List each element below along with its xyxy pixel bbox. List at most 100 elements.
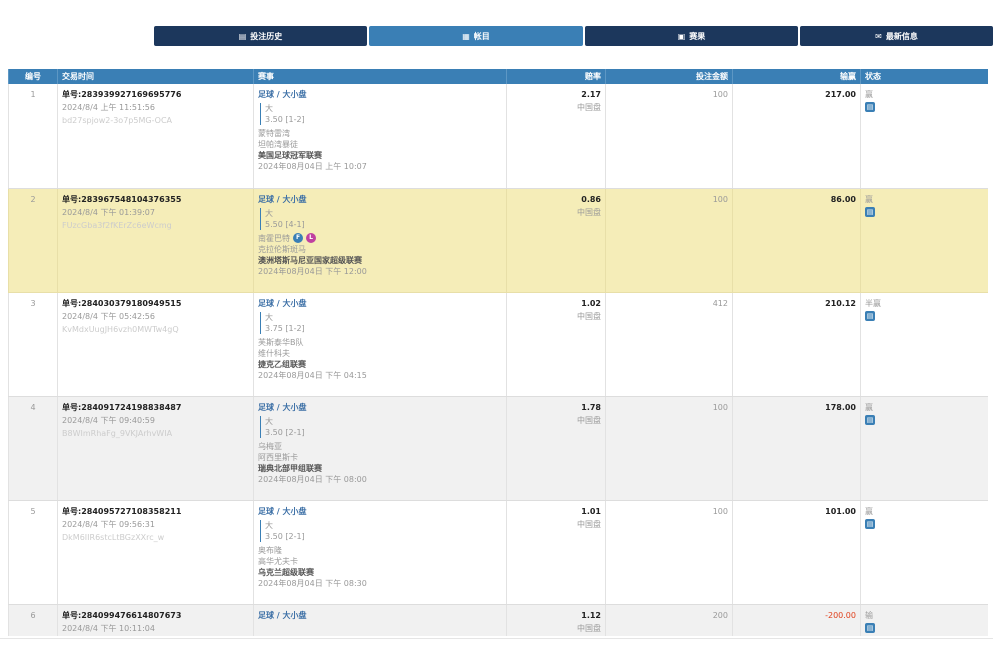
clipboard-icon: ▤	[238, 31, 247, 41]
home-team: 蒙特雷湾	[258, 128, 502, 139]
odds: 1.01	[581, 506, 601, 516]
win-loss: 217.00	[825, 90, 856, 99]
pick-block: 大 3.75 [1-2]	[260, 311, 502, 334]
col-odds: 赔率	[506, 69, 606, 84]
stake: 200	[712, 610, 728, 620]
order-id: 单号:284095727108358211	[62, 506, 182, 516]
pick: 大	[265, 104, 273, 113]
home-team: 芙斯泰华B队	[258, 337, 502, 348]
odds: 0.86	[581, 194, 601, 204]
match-time: 2024年08月04日 下午 04:15	[258, 370, 367, 380]
tab-label: 投注历史	[250, 31, 283, 41]
league: 美国足球冠军联赛	[258, 151, 322, 160]
status: 输	[865, 610, 873, 620]
ticket-detail-icon[interactable]: ▤	[865, 206, 875, 217]
odds: 1.78	[581, 402, 601, 412]
match-time: 2024年08月04日 上午 10:07	[258, 162, 367, 171]
tab-label: 赛果	[689, 31, 706, 41]
envelope-icon: ✉	[875, 31, 882, 41]
pick-block: 大 3.50 [1-2]	[260, 103, 502, 125]
order-id: 单号:283967548104376355	[62, 194, 182, 204]
row-number: 2	[8, 188, 58, 293]
bet-table: 编号 交易时间 赛事 赔率 投注金额 输赢 状态 1 单号:28393992716…	[8, 69, 988, 636]
ticket-detail-icon[interactable]: ▤	[865, 414, 875, 425]
row-number: 4	[8, 396, 58, 501]
tab-label: 帐目	[473, 31, 490, 41]
table-row: 6 单号:284099476614807673 2024/8/4 下午 10:11:…	[8, 604, 988, 636]
home-team-name: 奥布隆	[258, 545, 282, 555]
ticket-detail-icon[interactable]: ▤	[865, 622, 875, 633]
odds: 1.02	[581, 298, 601, 308]
table-row: 1 单号:283939927169695776 2024/8/4 上午 11:51:…	[8, 84, 988, 189]
home-team-name: 乌梅亚	[258, 441, 282, 451]
sport-market: 足球 / 大小盘	[258, 90, 307, 99]
league: 澳洲塔斯马尼亚国家超级联赛	[258, 255, 362, 265]
tab-label: 最新信息	[885, 31, 918, 41]
away-team: 坦帕湾暴徒	[258, 140, 298, 149]
odds-type: 中国盘	[577, 623, 601, 633]
odds-type: 中国盘	[577, 103, 601, 112]
win-loss: 178.00	[825, 402, 856, 412]
tab-results[interactable]: ▣ 赛果	[585, 26, 798, 46]
odds-type: 中国盘	[577, 207, 601, 217]
ticket-detail-icon[interactable]: ▤	[865, 518, 875, 529]
table-row: 3 单号:284030379180949515 2024/8/4 下午 05:42:…	[8, 292, 988, 397]
col-status: 状态	[860, 69, 988, 84]
odds-type: 中国盘	[577, 415, 601, 425]
table-header: 编号 交易时间 赛事 赔率 投注金额 输赢 状态	[8, 69, 988, 84]
tab-account[interactable]: ▦ 帐目	[369, 26, 583, 46]
trade-time: 2024/8/4 下午 09:40:59	[62, 415, 155, 425]
pick-block: 大 3.50 [2-1]	[260, 415, 502, 438]
trade-time: 2024/8/4 下午 05:42:56	[62, 311, 155, 321]
odds-type: 中国盘	[577, 311, 601, 321]
divider	[0, 638, 993, 639]
order-id: 单号:284091724198838487	[62, 402, 182, 412]
home-team-name: 南霍巴特	[258, 233, 290, 243]
stake: 100	[712, 194, 728, 204]
odds: 1.12	[581, 610, 601, 620]
row-number: 1	[8, 84, 58, 189]
tab-latest-info[interactable]: ✉ 最新信息	[800, 26, 993, 46]
ticket-hash: bd27spjow2-3o7p5MG-OCA	[62, 116, 173, 125]
odds-type: 中国盘	[577, 519, 601, 529]
league: 瑞典北部甲组联赛	[258, 463, 322, 473]
ticket-hash: B8WImRhaFg_9VKJArhvWIA	[62, 428, 173, 438]
line-score: 3.75 [1-2]	[265, 323, 305, 333]
team-badge-icon: L	[306, 233, 316, 243]
home-team: 奥布隆	[258, 545, 502, 556]
order-id: 单号:283939927169695776	[62, 90, 182, 99]
away-team: 高华尤夫卡	[258, 556, 298, 566]
trade-time: 2024/8/4 下午 01:39:07	[62, 207, 155, 217]
win-loss: 101.00	[825, 506, 856, 516]
table-row: 5 单号:284095727108358211 2024/8/4 下午 09:56:…	[8, 500, 988, 605]
home-team: 南霍巴特 F L	[258, 233, 502, 244]
tab-bet-history[interactable]: ▤ 投注历史	[154, 26, 367, 46]
pick: 大	[265, 416, 273, 426]
league: 乌克兰超级联赛	[258, 567, 314, 577]
sport-market: 足球 / 大小盘	[258, 194, 307, 204]
ticket-detail-icon[interactable]: ▤	[865, 102, 875, 112]
league: 捷克乙组联赛	[258, 359, 306, 369]
ticket-detail-icon[interactable]: ▤	[865, 310, 875, 321]
status: 赢	[865, 506, 873, 516]
ticket-hash: KvMdxUugJH6vzh0MWTw4gQ	[62, 324, 179, 334]
sport-market: 足球 / 大小盘	[258, 610, 307, 620]
line-score: 3.50 [2-1]	[265, 427, 305, 437]
home-team: 乌梅亚	[258, 441, 502, 452]
team-badge-icon: F	[293, 233, 303, 243]
match-time: 2024年08月04日 下午 08:30	[258, 578, 367, 588]
status: 赢	[865, 402, 873, 412]
away-team: 阿西里斯卡	[258, 452, 298, 462]
stake: 100	[712, 402, 728, 412]
pick-block: 大 5.50 [4-1]	[260, 207, 502, 230]
win-loss: 86.00	[830, 194, 856, 204]
home-team-name: 蒙特雷湾	[258, 129, 290, 138]
trade-time: 2024/8/4 下午 10:11:04	[62, 623, 155, 633]
match-time: 2024年08月04日 下午 08:00	[258, 474, 367, 484]
odds: 2.17	[581, 90, 601, 99]
win-loss: -200.00	[825, 610, 856, 620]
line-score: 3.50 [2-1]	[265, 531, 305, 541]
order-id: 单号:284099476614807673	[62, 610, 182, 620]
col-no: 编号	[8, 69, 58, 84]
col-time: 交易时间	[57, 69, 254, 84]
